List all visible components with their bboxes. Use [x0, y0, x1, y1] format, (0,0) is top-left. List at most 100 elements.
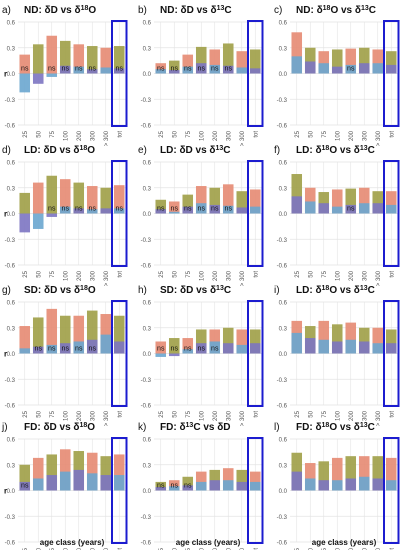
- y-tick-label: -0.3: [5, 98, 16, 104]
- x-tick-label: > 300: [376, 410, 382, 426]
- y-tick-label: 0.3: [279, 46, 288, 52]
- bar-r2-300: [100, 475, 112, 491]
- x-tick-label: 75: [186, 270, 192, 277]
- bar-r2-75: [46, 475, 58, 491]
- x-tick-label: > 300: [240, 270, 246, 286]
- panel-title: FD: δD vs δ18O: [24, 422, 95, 434]
- bar-r1-100: [59, 315, 71, 354]
- bar-r1-tot: [113, 185, 125, 214]
- panel-f: f) LD: δ18O vs δ13C -0.6 -0.3 0.0 0.3 0.6 25 50 7…: [274, 145, 400, 286]
- bar-r2-100: [331, 480, 343, 491]
- ns-label: ns: [89, 66, 97, 73]
- bar-r2-100: [331, 66, 343, 74]
- x-tick-label: 300: [362, 270, 368, 281]
- bar-r2-50: [168, 70, 180, 74]
- x-tick-label: tot: [253, 411, 259, 418]
- ns-label: ns: [48, 66, 56, 73]
- x-tick-label: 100: [335, 270, 341, 281]
- bar-r2-200: [345, 204, 357, 214]
- bar-r2-200: [73, 208, 85, 214]
- x-tick-label: tot: [389, 411, 395, 418]
- bar-r2-75: [318, 63, 330, 74]
- bar-r1-25: [19, 54, 31, 74]
- panel-label: k): [138, 422, 146, 433]
- ns-label: ns: [171, 483, 179, 490]
- panel-title: FD: δ13C vs δD: [160, 422, 231, 434]
- x-tick-label: 50: [172, 410, 178, 417]
- panel-title: LD: δD vs δ18O: [24, 145, 95, 157]
- bar-r1-100: [59, 40, 71, 74]
- bar-r1-100: [195, 46, 207, 74]
- panel-title: LD: δ18O vs δ13C: [296, 145, 375, 157]
- bar-r2-75: [182, 349, 194, 354]
- x-tick-label: > 300: [104, 130, 110, 146]
- bar-r1-50: [32, 457, 44, 491]
- ns-label: ns: [75, 66, 83, 73]
- bar-r2-300: [372, 478, 384, 491]
- bar-r2-25: [291, 332, 303, 354]
- x-tick-label: 200: [77, 270, 83, 281]
- y-tick-label: 0.3: [143, 326, 152, 332]
- y-tick-label: -0.6: [141, 404, 152, 410]
- ns-label: ns: [184, 206, 192, 213]
- bar-r1-200: [73, 182, 85, 214]
- y-tick-label: -0.3: [141, 378, 152, 384]
- bar-r1-25: [291, 32, 303, 74]
- bar-r2-300: [236, 207, 248, 214]
- bar-r1-75: [182, 194, 194, 214]
- panel-h: h) SD: δD vs δ13C -0.6 -0.3 0.0 0.3 0.6 25 50 75 1…: [138, 285, 264, 426]
- x-tick-label: 300: [226, 270, 232, 281]
- x-tick-label: 300: [362, 130, 368, 141]
- ns-label: ns: [89, 206, 97, 213]
- bar-r1-300: [100, 47, 112, 74]
- bar-r1-300: [222, 468, 234, 491]
- x-axis-label: age class (years): [176, 538, 241, 547]
- x-tick-label: 100: [199, 270, 205, 281]
- bar-r2-tot: [113, 208, 125, 214]
- x-tick-label: tot: [253, 131, 259, 138]
- y-tick-label: 0.3: [143, 46, 152, 52]
- bar-r2-50: [304, 201, 316, 214]
- y-tick-label: 0.6: [143, 301, 152, 307]
- x-tick-label: 50: [308, 410, 314, 417]
- highlight-box-tot: [247, 20, 264, 127]
- highlight-box-tot: [247, 437, 264, 544]
- panel-label: e): [138, 145, 147, 156]
- x-tick-label: 100: [63, 547, 69, 550]
- bar-r1-300: [86, 310, 98, 354]
- y-tick-label: 0.0: [279, 212, 288, 218]
- bar-r1-300: [222, 43, 234, 74]
- x-tick-label: 200: [213, 270, 219, 281]
- bar-r2-300: [222, 65, 234, 74]
- bar-r2-200: [345, 339, 357, 354]
- x-tick-label: 200: [349, 130, 355, 141]
- panel-title: FD: δ18O vs δ13C: [296, 422, 375, 434]
- ns-label: ns: [21, 66, 29, 73]
- bar-r1-300: [372, 191, 384, 214]
- bar-r2-300: [100, 67, 112, 74]
- x-tick-label: 200: [349, 270, 355, 281]
- x-tick-label: 25: [23, 410, 29, 417]
- x-axis-label: age class (years): [312, 538, 377, 547]
- x-tick-label: 25: [159, 270, 165, 277]
- y-axis-label: r: [4, 487, 7, 496]
- panel-label: b): [138, 5, 147, 16]
- ns-label: ns: [171, 206, 179, 213]
- panel-g: g) SD: δD vs δ18O -0.6 -0.3 0.0 0.3 0.6 r 25 50 75…: [2, 285, 128, 426]
- y-tick-label: -0.6: [277, 404, 288, 410]
- x-tick-label: 300: [362, 547, 368, 550]
- x-tick-label: 75: [186, 410, 192, 417]
- bar-r2-75: [182, 485, 194, 491]
- y-tick-label: 0.6: [279, 21, 288, 27]
- ns-label: ns: [347, 206, 355, 213]
- bar-r1-75: [182, 476, 194, 491]
- bar-r1-100: [195, 471, 207, 491]
- y-tick-label: 0.3: [279, 326, 288, 332]
- x-tick-label: 300: [90, 130, 96, 141]
- bar-r1-300: [100, 314, 112, 354]
- bar-r1-100: [331, 189, 343, 214]
- bar-r1-300: [236, 469, 248, 491]
- bar-r2-200: [345, 478, 357, 491]
- x-tick-label: 100: [335, 410, 341, 421]
- bar-r1-25: [155, 199, 167, 214]
